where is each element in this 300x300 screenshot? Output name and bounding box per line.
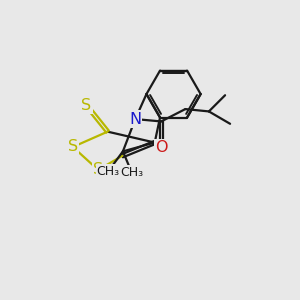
Text: S: S bbox=[93, 162, 103, 177]
Text: CH₃: CH₃ bbox=[97, 165, 120, 178]
Text: CH₃: CH₃ bbox=[120, 166, 143, 179]
Text: N: N bbox=[129, 112, 141, 127]
Text: O: O bbox=[155, 140, 167, 155]
Text: S: S bbox=[68, 140, 78, 154]
Text: S: S bbox=[81, 98, 92, 112]
